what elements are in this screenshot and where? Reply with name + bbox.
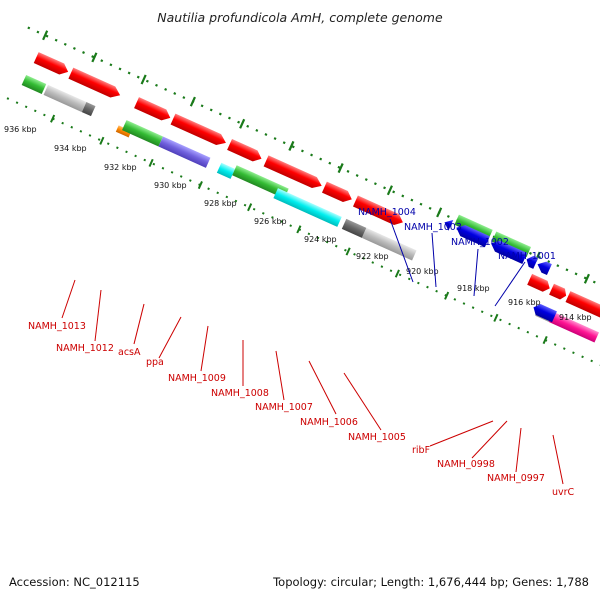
gene-block (122, 120, 163, 147)
ruler-label: 916 kbp (508, 298, 541, 307)
gene-arrow (456, 225, 490, 248)
gene-arrow (537, 261, 552, 276)
gene-label: ribF (412, 445, 430, 456)
gene-label: NAMH_1008 (211, 388, 269, 399)
gene-arrow (491, 240, 528, 264)
gene-arrow (227, 138, 262, 162)
gene-label: NAMH_1004 (358, 207, 416, 218)
gene-color-track (21, 74, 599, 343)
gene-arrow (134, 97, 171, 121)
gene-arrow (263, 155, 322, 189)
reverse-gene-labels: NAMH_1004 NAMH_1003 NAMH_1002 NAMH_1001 (358, 207, 556, 307)
ruler-label: 930 kbp (154, 181, 187, 190)
ruler-label: 922 kbp (356, 252, 389, 261)
gene-block (81, 102, 96, 117)
gene-label: ppa (146, 357, 164, 368)
gene-arrow (526, 255, 539, 269)
gene-block (216, 162, 236, 179)
ruler-label: 914 kbp (559, 313, 592, 322)
genome-backbone (11, 57, 600, 383)
gene-label: NAMH_0997 (487, 473, 545, 484)
gene-label: NAMH_1013 (28, 321, 86, 332)
gene-label: acsA (118, 347, 141, 358)
gene-label: NAMH_1005 (348, 432, 406, 443)
gene-arrow (68, 67, 121, 98)
ruler-label: 924 kbp (304, 235, 337, 244)
gene-arrow (527, 273, 550, 292)
gene-label: NAMH_1002 (451, 237, 509, 248)
accession-text: Accession: NC_012115 (9, 575, 140, 589)
gene-label: NAMH_1012 (56, 343, 114, 354)
forward-gene-labels: NAMH_1013 NAMH_1012 acsA ppa NAMH_1009 N… (28, 279, 575, 498)
gene-label: NAMH_1007 (255, 402, 313, 413)
ruler-label: 920 kbp (406, 267, 439, 276)
gene-label: NAMH_1006 (300, 417, 358, 428)
genome-summary-text: Topology: circular; Length: 1,676,444 bp… (272, 575, 589, 589)
ruler-dotted-line (27, 26, 600, 349)
gene-block (273, 188, 342, 227)
reverse-gene-track (444, 214, 557, 323)
gene-arrow (565, 291, 600, 322)
gene-arrow (170, 113, 226, 146)
gene-arrow (533, 303, 557, 323)
ruler-labels: 936 kbp 934 kbp 932 kbp 930 kbp 928 kbp … (4, 125, 592, 322)
ruler-label: 926 kbp (254, 217, 287, 226)
map-title: Nautilia profundicola AmH, complete geno… (157, 10, 443, 25)
gene-block (115, 125, 132, 138)
gene-arrow (33, 52, 69, 75)
gene-block (361, 227, 417, 261)
gene-block (341, 218, 367, 238)
ruler-label: 936 kbp (4, 125, 37, 134)
gene-block (548, 311, 599, 343)
ruler-label: 928 kbp (204, 199, 237, 208)
ruler (0, 26, 600, 415)
ruler-label: 918 kbp (457, 284, 490, 293)
ruler-label: 934 kbp (54, 144, 87, 153)
gene-label: NAMH_1001 (498, 251, 556, 262)
ruler-label: 932 kbp (104, 163, 137, 172)
gene-block (232, 165, 289, 199)
gene-block (43, 84, 87, 113)
gene-label: NAMH_0998 (437, 459, 495, 470)
gene-arrow (352, 195, 403, 225)
gene-block (158, 136, 211, 168)
gene-arrow (321, 181, 352, 202)
gene-block (21, 74, 47, 95)
forward-gene-track (33, 52, 600, 322)
gene-label: NAMH_1009 (168, 373, 226, 384)
gene-arrow (549, 283, 567, 300)
gene-arrow (444, 219, 454, 231)
gene-label: NAMH_1003 (404, 222, 462, 233)
gene-label: uvrC (552, 487, 575, 498)
